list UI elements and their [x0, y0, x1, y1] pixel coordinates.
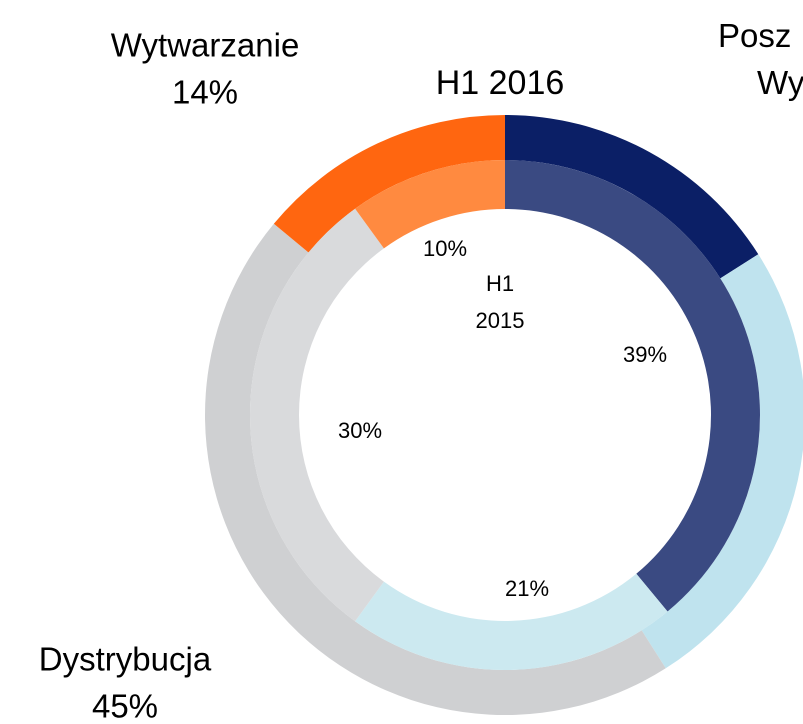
category-label: Dystrybucja [39, 641, 212, 678]
value-label: 14% [172, 74, 238, 111]
donut-segment [204, 223, 666, 716]
donut-segment [505, 160, 761, 612]
donut-segment [505, 115, 759, 279]
value-label: 39% [623, 342, 667, 367]
donut-segment [355, 573, 668, 671]
donut-segment [641, 254, 803, 669]
value-label: 45% [92, 688, 158, 724]
value-label: 21% [505, 576, 549, 601]
category-label: Posz Wy [718, 17, 803, 101]
donut-segment [355, 160, 505, 249]
value-label: 30% [338, 418, 382, 443]
value-label: 10% [423, 236, 467, 261]
chart-title: H1 2016 [436, 64, 565, 102]
category-label: Wytwarzanie [111, 27, 300, 64]
donut-segment [273, 115, 505, 253]
donut-segment [249, 208, 384, 622]
series-label: H1 2015 [476, 271, 525, 333]
